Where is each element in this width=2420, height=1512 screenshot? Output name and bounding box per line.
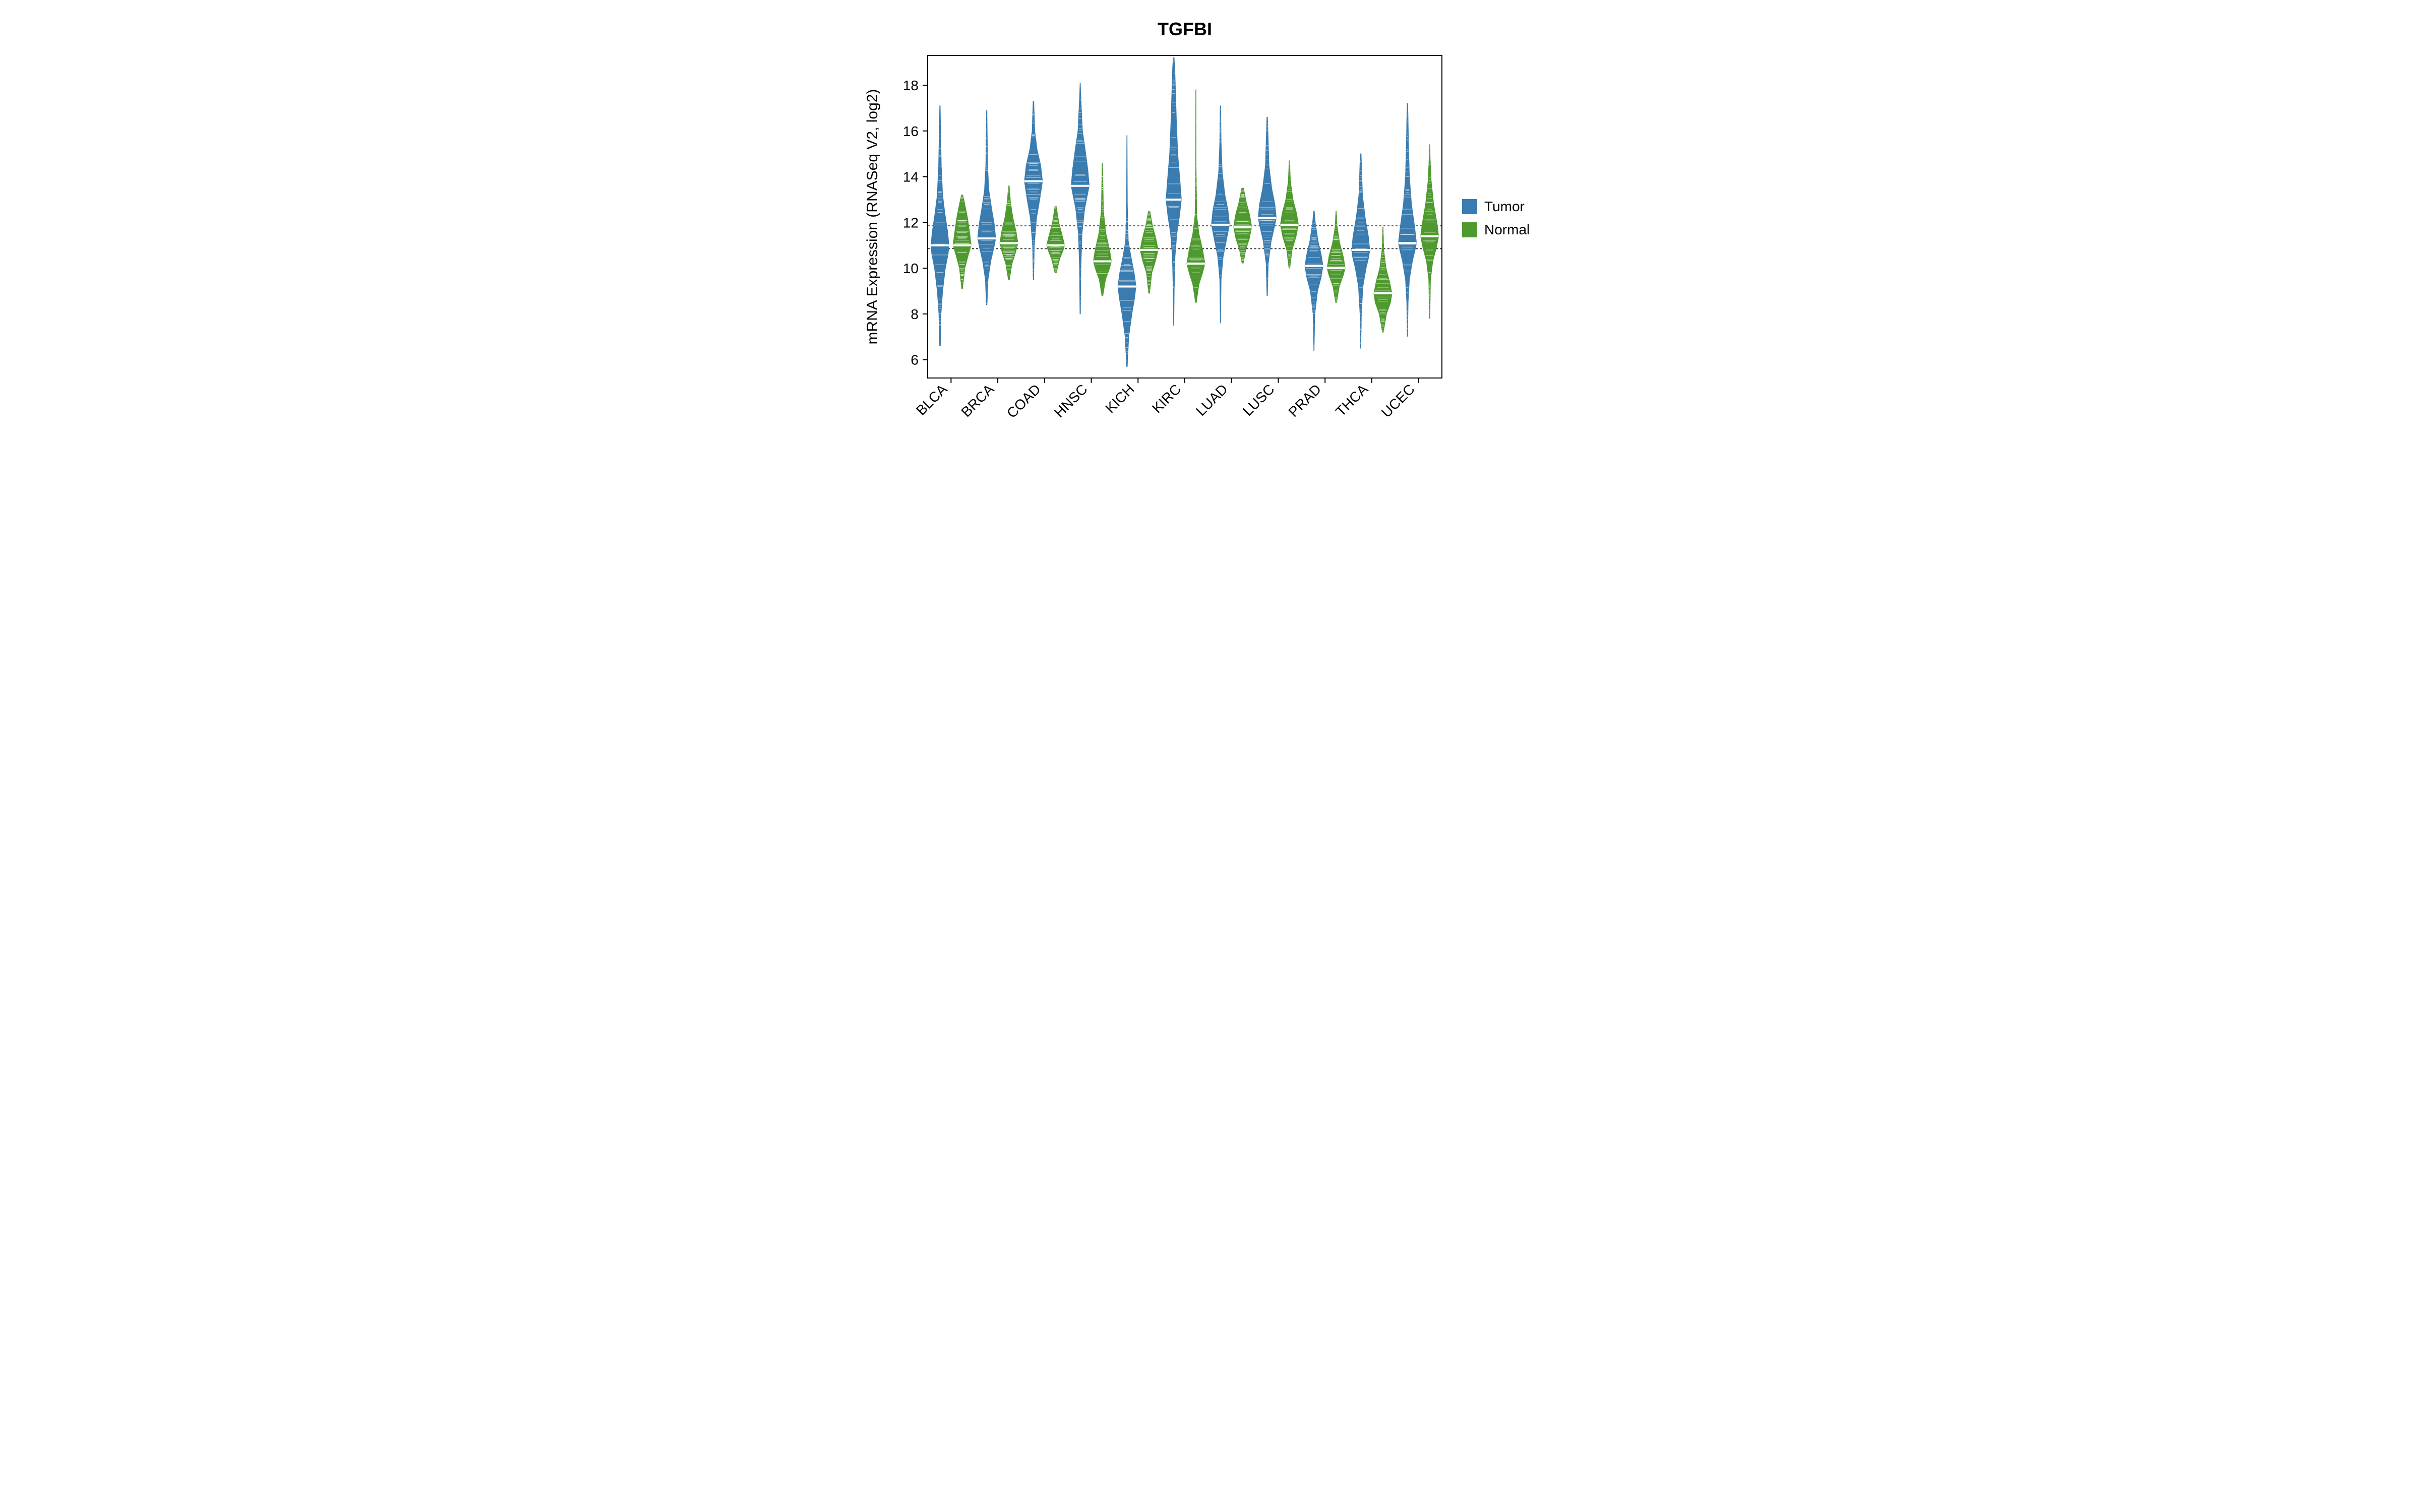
violin-shape [1140,211,1158,293]
category-label: THCA [1333,381,1371,419]
violin-BRCA-tumor [978,110,996,305]
violin-THCA-tumor [1352,154,1370,348]
violin-shape [1305,211,1323,351]
violin-shape [953,195,971,289]
violin-KICH-normal [1140,211,1158,293]
category-label: LUSC [1240,381,1278,419]
ytick-label: 12 [903,215,919,230]
legend-label-normal: Normal [1484,222,1530,237]
violin-PRAD-tumor [1305,211,1323,351]
category-label: UCEC [1378,381,1418,420]
ytick-label: 16 [903,123,919,139]
category-label: BRCA [958,381,997,420]
ytick-label: 14 [903,169,919,185]
violin-UCEC-tumor [1399,103,1417,337]
category-label: LUAD [1193,381,1231,419]
chart-svg: 6 8 10 12 14 16 18 mRNA Expression (RNASeq V2, … [837,0,1583,466]
violin-KIRC-normal [1187,90,1205,302]
violin-BLCA-normal [953,195,971,289]
violin-LUSC-tumor [1258,117,1276,296]
category-label: KIRC [1149,381,1184,416]
violin-shape [1327,211,1345,303]
ytick-label: 18 [903,78,919,93]
violin-shape [1118,136,1136,366]
violin-shape [1352,154,1370,348]
violin-shape [931,106,949,346]
violin-HNSC-normal [1094,163,1112,295]
violin-shape [978,110,996,305]
violin-shape [1187,90,1205,302]
ytick-label: 8 [911,306,919,322]
violin-KICH-tumor [1118,136,1136,366]
violin-shape [1258,117,1276,296]
violin-shape [1212,106,1230,323]
violin-shape [1399,103,1417,337]
category-label: PRAD [1285,381,1324,420]
category-label: COAD [1004,381,1044,421]
violin-PRAD-normal [1327,211,1345,303]
chart-container: 6 8 10 12 14 16 18 mRNA Expression (RNASeq V2, … [837,0,1583,466]
y-axis-label: mRNA Expression (RNASeq V2, log2) [864,89,881,345]
violin-COAD-normal [1047,207,1065,273]
ytick-label: 10 [903,261,919,276]
violin-UCEC-normal [1421,145,1439,319]
legend-swatch-tumor [1462,199,1477,214]
violin-BLCA-tumor [931,106,949,346]
category-label: BLCA [913,381,950,418]
violin-shape [1094,163,1112,295]
violin-shape [1280,161,1298,268]
category-label: HNSC [1051,381,1091,420]
chart-title: TGFBI [1158,19,1212,39]
legend-swatch-normal [1462,222,1477,237]
violin-KIRC-tumor [1166,58,1182,326]
violin-HNSC-tumor [1071,83,1090,313]
violin-THCA-normal [1374,227,1392,332]
violin-BRCA-normal [1000,186,1018,280]
violin-LUSC-normal [1280,161,1298,268]
legend-label-tumor: Tumor [1484,199,1525,214]
violin-LUAD-tumor [1212,106,1230,323]
violin-COAD-tumor [1024,101,1043,280]
category-label: KICH [1102,381,1137,416]
ytick-label: 6 [911,352,919,368]
violin-LUAD-normal [1234,188,1252,264]
violin-shape [1166,58,1182,326]
